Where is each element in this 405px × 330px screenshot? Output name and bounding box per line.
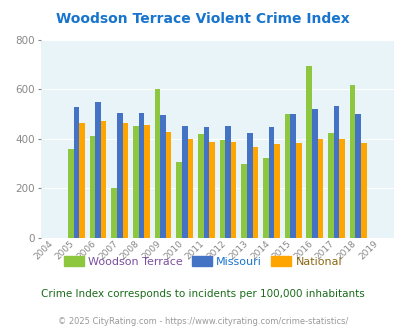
Bar <box>317 139 322 238</box>
Bar <box>197 134 203 238</box>
Bar <box>295 143 301 238</box>
Bar <box>225 126 230 238</box>
Bar <box>203 127 209 238</box>
Bar <box>100 121 106 238</box>
Bar <box>160 115 166 238</box>
Bar <box>338 139 344 238</box>
Bar <box>111 188 117 238</box>
Bar <box>273 144 279 238</box>
Bar <box>219 140 225 238</box>
Bar <box>284 115 290 238</box>
Bar <box>268 127 273 238</box>
Bar <box>311 109 317 238</box>
Bar <box>181 126 187 238</box>
Bar <box>144 125 149 238</box>
Bar <box>327 133 333 238</box>
Bar <box>187 139 193 238</box>
Bar <box>166 132 171 238</box>
Text: © 2025 CityRating.com - https://www.cityrating.com/crime-statistics/: © 2025 CityRating.com - https://www.city… <box>58 317 347 326</box>
Bar <box>79 122 85 238</box>
Text: Woodson Terrace Violent Crime Index: Woodson Terrace Violent Crime Index <box>56 12 349 25</box>
Bar <box>68 148 73 238</box>
Bar <box>95 102 100 238</box>
Bar <box>117 114 122 238</box>
Bar <box>305 66 311 238</box>
Bar <box>138 114 144 238</box>
Bar <box>252 147 258 238</box>
Bar <box>209 142 214 238</box>
Bar <box>333 106 338 238</box>
Legend: Woodson Terrace, Missouri, National: Woodson Terrace, Missouri, National <box>59 251 346 271</box>
Bar <box>354 114 360 238</box>
Bar <box>230 142 236 238</box>
Bar <box>360 143 366 238</box>
Bar <box>176 162 181 238</box>
Bar <box>73 107 79 238</box>
Bar <box>349 85 354 238</box>
Bar <box>241 164 246 238</box>
Bar <box>122 122 128 238</box>
Bar <box>132 126 138 238</box>
Bar <box>90 136 95 238</box>
Bar <box>246 133 252 238</box>
Text: Crime Index corresponds to incidents per 100,000 inhabitants: Crime Index corresponds to incidents per… <box>41 289 364 299</box>
Bar <box>154 89 160 238</box>
Bar <box>290 115 295 238</box>
Bar <box>262 158 268 238</box>
